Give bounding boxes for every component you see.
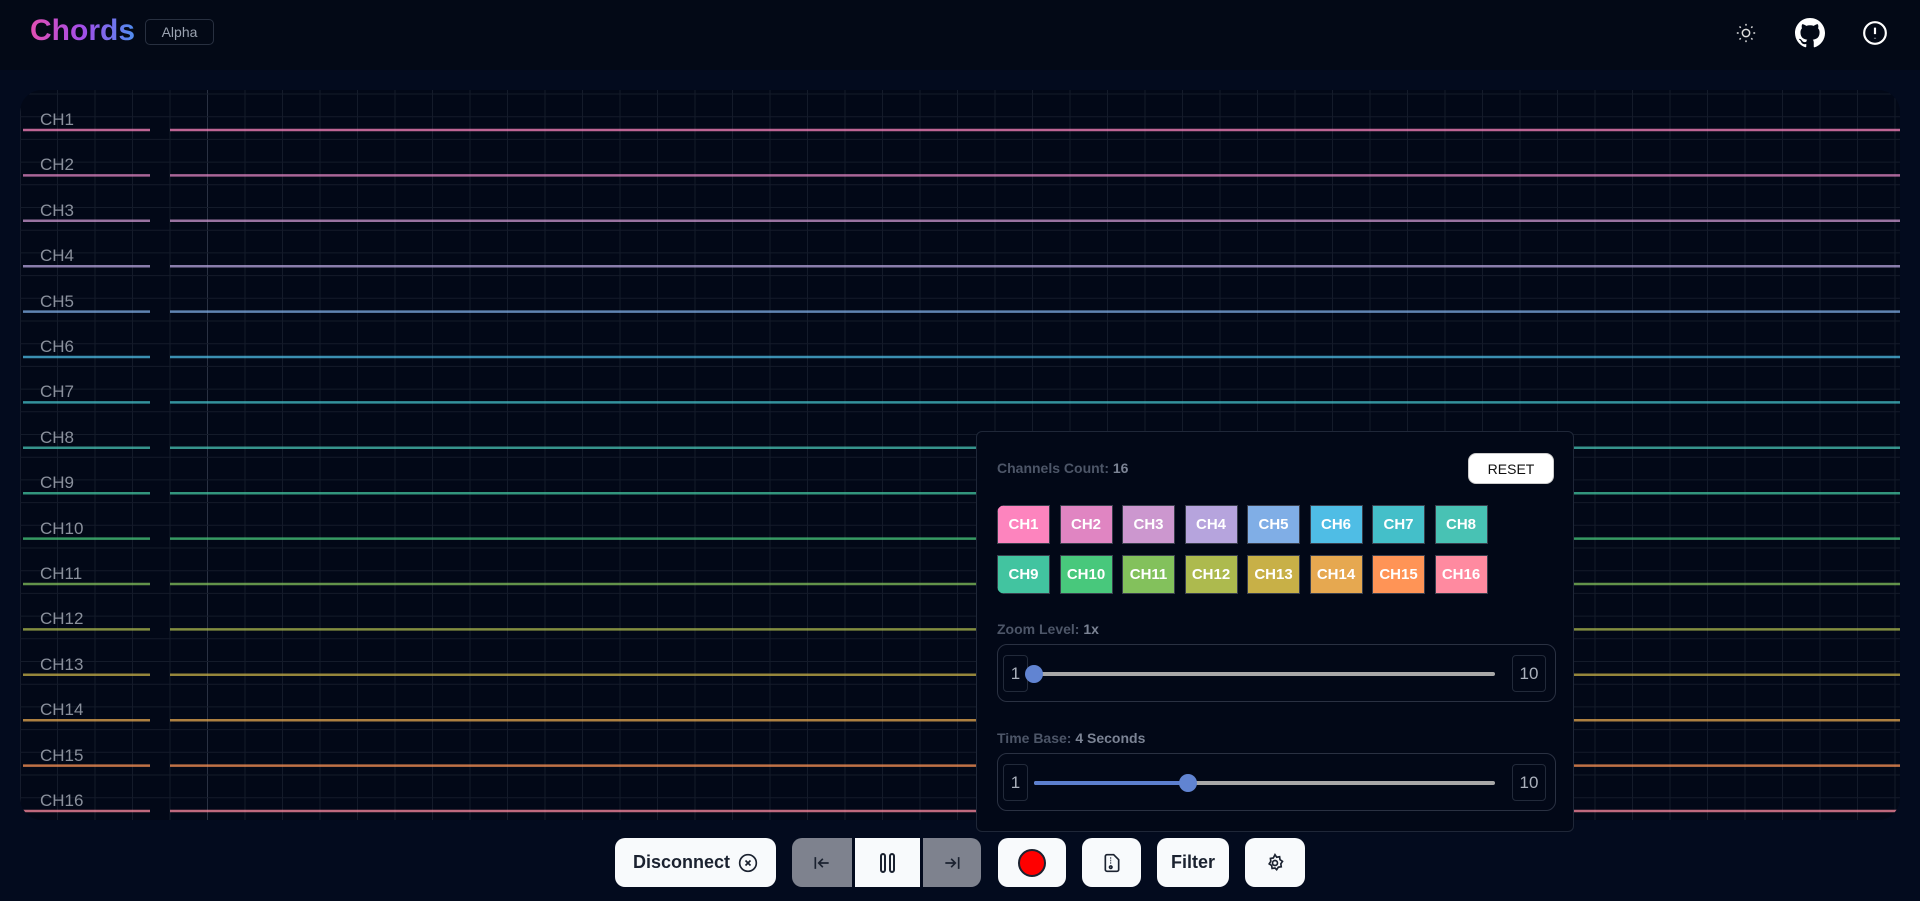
app-title: Chords	[30, 14, 135, 47]
alpha-badge: Alpha	[145, 19, 214, 45]
next-button[interactable]	[923, 838, 981, 887]
channel-label: CH2	[40, 155, 75, 175]
channel-toggle-ch9[interactable]: CH9	[997, 555, 1050, 594]
channel-label: CH16	[40, 791, 84, 810]
channel-toggle-ch11[interactable]: CH11	[1122, 555, 1175, 594]
channel-label: CH13	[40, 654, 84, 674]
settings-button[interactable]	[1245, 838, 1305, 887]
disconnect-button[interactable]: Disconnect	[615, 838, 776, 887]
channel-label: CH8	[40, 427, 75, 447]
reset-button[interactable]: RESET	[1468, 453, 1554, 484]
github-link[interactable]	[1795, 18, 1825, 48]
channel-toggle-ch7[interactable]: CH7	[1372, 505, 1425, 544]
channel-label: CH10	[40, 518, 84, 538]
plot-canvas	[20, 90, 1900, 820]
signal-plot: CH1 CH2 CH3 CH4 CH5 CH6 CH7 CH8 CH9 CH10 CH11 CH12 C…	[20, 90, 1900, 820]
time-base-slider-box: 1 10	[997, 753, 1556, 811]
arrow-right-to-line-icon	[945, 856, 960, 869]
x-circle-icon	[738, 853, 758, 872]
channel-toggle-ch1[interactable]: CH1	[997, 505, 1050, 544]
alert-circle-icon	[1863, 21, 1887, 45]
file-archive-icon	[1104, 853, 1119, 872]
header: Chords Alpha	[0, 0, 1920, 70]
channel-label: CH7	[40, 382, 75, 402]
info-button[interactable]	[1860, 18, 1890, 48]
pause-button[interactable]	[855, 838, 920, 887]
channel-label: CH4	[40, 246, 75, 266]
channel-label: CH1	[40, 110, 75, 129]
zoom-slider-thumb[interactable]	[1025, 665, 1043, 683]
channel-toggle-grid: CH1 CH2 CH3 CH4 CH5 CH6 CH7 CH8 CH9 CH10 CH11 CH12 C…	[997, 505, 1555, 594]
channels-count-label: Channels Count: 16	[997, 460, 1129, 476]
theme-toggle-button[interactable]	[1731, 18, 1761, 48]
channel-toggle-ch6[interactable]: CH6	[1309, 505, 1363, 544]
sun-icon	[1736, 23, 1756, 43]
channel-toggle-ch15[interactable]: CH15	[1372, 555, 1425, 594]
channel-toggle-ch8[interactable]: CH8	[1434, 505, 1488, 544]
channel-toggle-ch2[interactable]: CH2	[1059, 505, 1113, 544]
settings-panel: Channels Count: 16 RESET CH1 CH2 CH3 CH4 CH5…	[976, 431, 1574, 832]
time-base-min: 1	[1003, 764, 1028, 801]
pause-icon	[879, 852, 895, 873]
channel-label: CH15	[40, 745, 84, 765]
channel-toggle-ch10[interactable]: CH10	[1059, 555, 1113, 594]
channel-label: CH11	[40, 564, 83, 583]
channel-toggle-ch12[interactable]: CH12	[1184, 555, 1238, 594]
time-base-slider[interactable]	[1034, 774, 1495, 792]
gear-icon	[1268, 852, 1284, 871]
disconnect-label: Disconnect	[632, 852, 731, 872]
channel-toggle-ch3[interactable]: CH3	[1122, 505, 1175, 544]
download-file-button[interactable]	[1082, 838, 1141, 887]
zoom-max: 10	[1512, 655, 1546, 692]
channel-toggle-ch5[interactable]: CH5	[1247, 505, 1300, 544]
channel-label: CH6	[40, 337, 75, 356]
time-base-label: Time Base: 4 Seconds	[997, 730, 1146, 746]
channel-toggle-ch13[interactable]: CH13	[1247, 555, 1300, 594]
zoom-slider[interactable]	[1025, 665, 1495, 683]
channel-toggle-ch4[interactable]: CH4	[1184, 505, 1238, 544]
channel-label: CH5	[40, 291, 75, 311]
channel-label: CH3	[40, 200, 75, 220]
record-icon	[1018, 848, 1046, 877]
arrow-left-to-line-icon	[814, 856, 829, 869]
github-icon	[1795, 18, 1825, 48]
record-button[interactable]	[998, 838, 1066, 887]
time-base-max: 10	[1512, 764, 1546, 801]
filter-button[interactable]: Filter	[1157, 838, 1229, 887]
channel-toggle-ch14[interactable]: CH14	[1309, 555, 1363, 594]
channel-label: CH12	[40, 609, 84, 629]
zoom-level-label: Zoom Level: 1x	[997, 621, 1099, 637]
time-base-slider-thumb[interactable]	[1178, 774, 1197, 792]
zoom-slider-box: 1 10	[997, 644, 1556, 702]
previous-button[interactable]	[792, 838, 852, 887]
channel-label: CH14	[40, 700, 84, 720]
channel-toggle-ch16[interactable]: CH16	[1434, 555, 1488, 594]
channel-label: CH9	[40, 473, 75, 493]
